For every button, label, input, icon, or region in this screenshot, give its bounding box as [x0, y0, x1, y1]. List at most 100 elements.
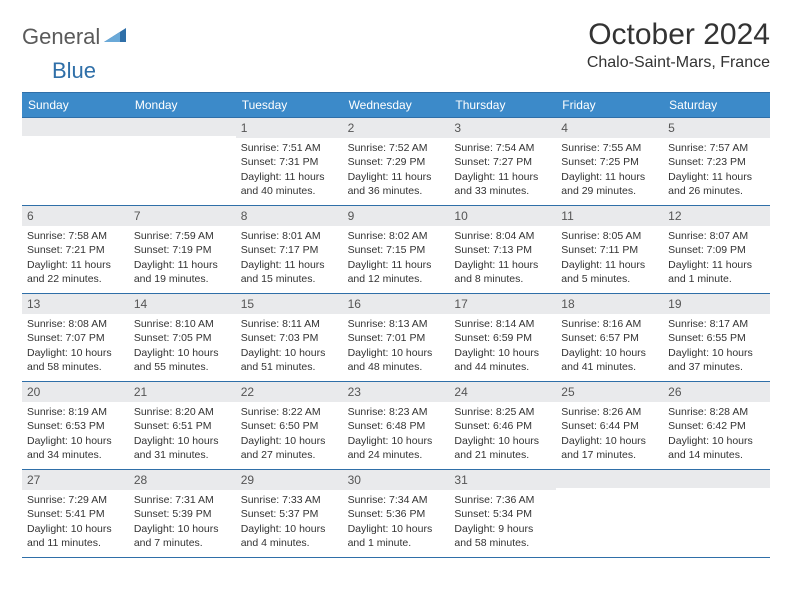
sunset-line: Sunset: 6:55 PM — [668, 331, 765, 345]
sunrise-line: Sunrise: 8:01 AM — [241, 229, 338, 243]
calendar-cell: 24Sunrise: 8:25 AMSunset: 6:46 PMDayligh… — [449, 382, 556, 470]
sunset-line: Sunset: 7:29 PM — [348, 155, 445, 169]
sunset-line: Sunset: 7:23 PM — [668, 155, 765, 169]
day-number: 11 — [561, 209, 573, 223]
month-title: October 2024 — [587, 18, 770, 52]
calendar-cell: 26Sunrise: 8:28 AMSunset: 6:42 PMDayligh… — [663, 382, 770, 470]
daylight-line: Daylight: 10 hours and 4 minutes. — [241, 522, 338, 550]
calendar-cell: 15Sunrise: 8:11 AMSunset: 7:03 PMDayligh… — [236, 294, 343, 382]
day-number: 21 — [134, 385, 147, 399]
day-number: 18 — [561, 297, 574, 311]
calendar-cell: 22Sunrise: 8:22 AMSunset: 6:50 PMDayligh… — [236, 382, 343, 470]
sunset-line: Sunset: 6:53 PM — [27, 419, 124, 433]
daylight-line: Daylight: 11 hours and 19 minutes. — [134, 258, 231, 286]
location: Chalo-Saint-Mars, France — [587, 54, 770, 72]
sunrise-line: Sunrise: 7:34 AM — [348, 493, 445, 507]
sunset-line: Sunset: 7:01 PM — [348, 331, 445, 345]
day-number: 3 — [454, 121, 461, 135]
logo-text-blue: Blue — [52, 58, 96, 83]
sunset-line: Sunset: 6:46 PM — [454, 419, 551, 433]
day-number: 1 — [241, 121, 248, 135]
day-number: 16 — [348, 297, 361, 311]
sunrise-line: Sunrise: 7:59 AM — [134, 229, 231, 243]
day-number: 24 — [454, 385, 467, 399]
day-number: 4 — [561, 121, 568, 135]
calendar-cell: 2Sunrise: 7:52 AMSunset: 7:29 PMDaylight… — [343, 118, 450, 206]
calendar-cell: 27Sunrise: 7:29 AMSunset: 5:41 PMDayligh… — [22, 470, 129, 558]
sunrise-line: Sunrise: 8:25 AM — [454, 405, 551, 419]
daylight-line: Daylight: 11 hours and 8 minutes. — [454, 258, 551, 286]
day-number: 29 — [241, 473, 254, 487]
calendar-cell-empty — [556, 470, 663, 558]
sunset-line: Sunset: 7:17 PM — [241, 243, 338, 257]
sunrise-line: Sunrise: 8:08 AM — [27, 317, 124, 331]
day-number: 31 — [454, 473, 467, 487]
daylight-line: Daylight: 11 hours and 40 minutes. — [241, 170, 338, 198]
day-number: 20 — [27, 385, 40, 399]
sunset-line: Sunset: 6:51 PM — [134, 419, 231, 433]
sunrise-line: Sunrise: 8:26 AM — [561, 405, 658, 419]
daylight-line: Daylight: 10 hours and 51 minutes. — [241, 346, 338, 374]
sunrise-line: Sunrise: 8:04 AM — [454, 229, 551, 243]
sunrise-line: Sunrise: 7:33 AM — [241, 493, 338, 507]
day-header: Tuesday — [236, 93, 343, 118]
calendar-cell: 7Sunrise: 7:59 AMSunset: 7:19 PMDaylight… — [129, 206, 236, 294]
daylight-line: Daylight: 10 hours and 11 minutes. — [27, 522, 124, 550]
sunset-line: Sunset: 5:34 PM — [454, 507, 551, 521]
daylight-line: Daylight: 10 hours and 41 minutes. — [561, 346, 658, 374]
calendar-cell: 6Sunrise: 7:58 AMSunset: 7:21 PMDaylight… — [22, 206, 129, 294]
sunrise-line: Sunrise: 8:13 AM — [348, 317, 445, 331]
day-number: 28 — [134, 473, 147, 487]
sunrise-line: Sunrise: 7:52 AM — [348, 141, 445, 155]
sunrise-line: Sunrise: 7:54 AM — [454, 141, 551, 155]
sunrise-line: Sunrise: 8:19 AM — [27, 405, 124, 419]
calendar-cell: 8Sunrise: 8:01 AMSunset: 7:17 PMDaylight… — [236, 206, 343, 294]
daylight-line: Daylight: 11 hours and 5 minutes. — [561, 258, 658, 286]
sunrise-line: Sunrise: 8:16 AM — [561, 317, 658, 331]
sunset-line: Sunset: 7:21 PM — [27, 243, 124, 257]
calendar-cell: 3Sunrise: 7:54 AMSunset: 7:27 PMDaylight… — [449, 118, 556, 206]
calendar-cell: 17Sunrise: 8:14 AMSunset: 6:59 PMDayligh… — [449, 294, 556, 382]
calendar-cell-empty — [22, 118, 129, 206]
day-number: 19 — [668, 297, 681, 311]
day-header: Sunday — [22, 93, 129, 118]
calendar-cell: 25Sunrise: 8:26 AMSunset: 6:44 PMDayligh… — [556, 382, 663, 470]
logo-text-general: General — [22, 24, 100, 50]
sunset-line: Sunset: 6:44 PM — [561, 419, 658, 433]
logo-triangle-icon — [104, 26, 126, 49]
sunrise-line: Sunrise: 8:23 AM — [348, 405, 445, 419]
sunset-line: Sunset: 5:39 PM — [134, 507, 231, 521]
calendar-cell: 23Sunrise: 8:23 AMSunset: 6:48 PMDayligh… — [343, 382, 450, 470]
sunset-line: Sunset: 6:57 PM — [561, 331, 658, 345]
calendar-grid: SundayMondayTuesdayWednesdayThursdayFrid… — [22, 92, 770, 558]
calendar-cell: 10Sunrise: 8:04 AMSunset: 7:13 PMDayligh… — [449, 206, 556, 294]
sunrise-line: Sunrise: 7:31 AM — [134, 493, 231, 507]
sunrise-line: Sunrise: 8:20 AM — [134, 405, 231, 419]
sunset-line: Sunset: 7:19 PM — [134, 243, 231, 257]
daylight-line: Daylight: 11 hours and 33 minutes. — [454, 170, 551, 198]
sunset-line: Sunset: 7:09 PM — [668, 243, 765, 257]
day-number: 30 — [348, 473, 361, 487]
sunset-line: Sunset: 7:25 PM — [561, 155, 658, 169]
sunset-line: Sunset: 5:41 PM — [27, 507, 124, 521]
sunrise-line: Sunrise: 7:51 AM — [241, 141, 338, 155]
sunset-line: Sunset: 6:59 PM — [454, 331, 551, 345]
calendar-cell: 4Sunrise: 7:55 AMSunset: 7:25 PMDaylight… — [556, 118, 663, 206]
daylight-line: Daylight: 10 hours and 44 minutes. — [454, 346, 551, 374]
calendar-cell: 28 Sunrise: 7:31 AMSunset: 5:39 PMDayligh… — [129, 470, 236, 558]
day-number: 6 — [27, 209, 34, 223]
sunset-line: Sunset: 7:07 PM — [27, 331, 124, 345]
logo: General — [22, 24, 128, 50]
day-number: 13 — [27, 297, 40, 311]
daylight-line: Daylight: 10 hours and 1 minute. — [348, 522, 445, 550]
daylight-line: Daylight: 10 hours and 7 minutes. — [134, 522, 231, 550]
sunrise-line: Sunrise: 8:17 AM — [668, 317, 765, 331]
calendar-cell: 21Sunrise: 8:20 AMSunset: 6:51 PMDayligh… — [129, 382, 236, 470]
daylight-line: Daylight: 10 hours and 24 minutes. — [348, 434, 445, 462]
daylight-line: Daylight: 10 hours and 14 minutes. — [668, 434, 765, 462]
sunset-line: Sunset: 5:37 PM — [241, 507, 338, 521]
day-header: Friday — [556, 93, 663, 118]
sunrise-line: Sunrise: 8:14 AM — [454, 317, 551, 331]
sunset-line: Sunset: 6:50 PM — [241, 419, 338, 433]
day-header: Saturday — [663, 93, 770, 118]
